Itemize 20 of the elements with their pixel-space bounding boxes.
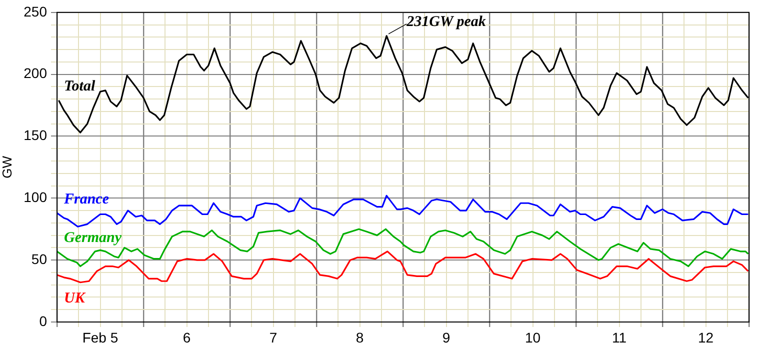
series-label: France (63, 191, 110, 208)
x-tick-label: 10 (524, 329, 541, 346)
x-tick-label: Feb 5 (82, 329, 118, 346)
x-tick-label: 12 (698, 329, 714, 346)
x-tick-label: 6 (182, 329, 191, 346)
y-tick-label: 100 (24, 189, 48, 206)
x-tick-label: 11 (612, 329, 627, 346)
series-label: Total (64, 78, 96, 95)
series-label: UK (64, 290, 86, 306)
series-label: Germany (64, 230, 122, 246)
y-tick-label: 0 (39, 312, 48, 329)
y-tick-label: 150 (24, 127, 48, 144)
annotation: 231GW peak (406, 14, 486, 30)
y-tick-label: 200 (24, 65, 48, 82)
x-tick-label: 8 (356, 329, 364, 346)
y-tick-label: 50 (31, 250, 48, 267)
x-tick-label: 7 (269, 329, 278, 346)
x-tick-label: 9 (442, 329, 450, 346)
y-tick-label: 250 (24, 3, 48, 20)
y-axis-title: GW (0, 155, 14, 178)
